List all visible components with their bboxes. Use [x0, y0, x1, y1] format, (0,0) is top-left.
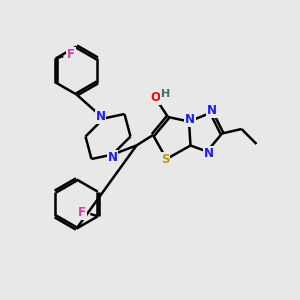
Text: N: N — [95, 110, 106, 124]
Text: O: O — [150, 91, 161, 104]
Text: F: F — [78, 206, 86, 219]
Text: N: N — [203, 147, 214, 161]
Text: N: N — [184, 112, 195, 126]
Text: F: F — [67, 48, 75, 62]
Text: H: H — [161, 89, 170, 100]
Text: N: N — [207, 103, 217, 117]
Text: N: N — [107, 151, 118, 164]
Text: S: S — [161, 153, 169, 166]
